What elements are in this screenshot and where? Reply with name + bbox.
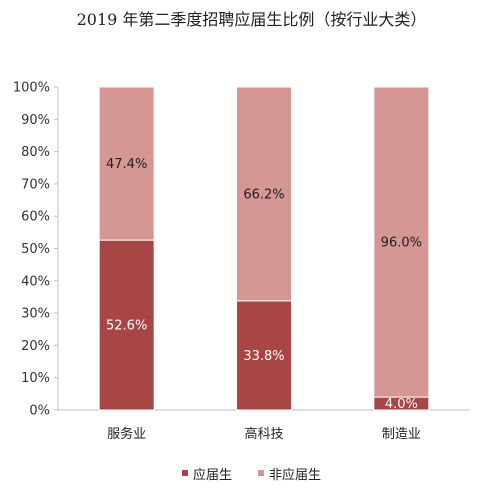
data-label: 96.0% (381, 236, 422, 251)
y-tick-label: 20% (21, 339, 50, 354)
y-tick-label: 30% (21, 307, 50, 322)
y-tick-label: 10% (21, 371, 50, 386)
y-tick-label: 70% (21, 177, 50, 192)
bar-segment (373, 86, 430, 398)
y-tick-label: 0% (29, 404, 50, 419)
data-label: 33.8% (243, 349, 284, 364)
y-tick-label: 90% (21, 113, 50, 128)
bars (98, 86, 430, 411)
x-category-label: 高科技 (244, 426, 283, 442)
x-category-label: 服务业 (107, 426, 146, 442)
chart-title: 2019 年第二季度招聘应届生比例（按行业大类） (76, 10, 427, 29)
data-label: 52.6% (106, 319, 147, 334)
axes: 0% 10% 20% 30% 40% 50% 60% 70% 80% 90% 100% 服务业 高科技 制… (13, 81, 470, 442)
y-tick-label: 60% (21, 210, 50, 225)
y-tick-label: 80% (21, 145, 50, 160)
data-labels: 52.6% 47.4% 33.8% 66.2% 4.0% 96.0% (106, 157, 422, 412)
y-tick-label: 40% (21, 274, 50, 289)
bar-segment (98, 86, 155, 241)
legend-label: 非应届生 (269, 467, 321, 483)
legend-swatch (258, 470, 264, 476)
data-label: 66.2% (243, 187, 284, 202)
bar-segment (98, 239, 155, 411)
data-label: 47.4% (106, 157, 147, 172)
y-tick-label: 50% (21, 242, 50, 257)
data-label: 4.0% (385, 397, 418, 412)
x-category-label: 制造业 (382, 427, 421, 442)
legend-swatch (182, 470, 188, 476)
y-tick-label: 100% (13, 81, 50, 96)
legend: 应届生 非应届生 (182, 467, 321, 483)
bar-segment (236, 86, 292, 302)
legend-label: 应届生 (193, 467, 232, 483)
